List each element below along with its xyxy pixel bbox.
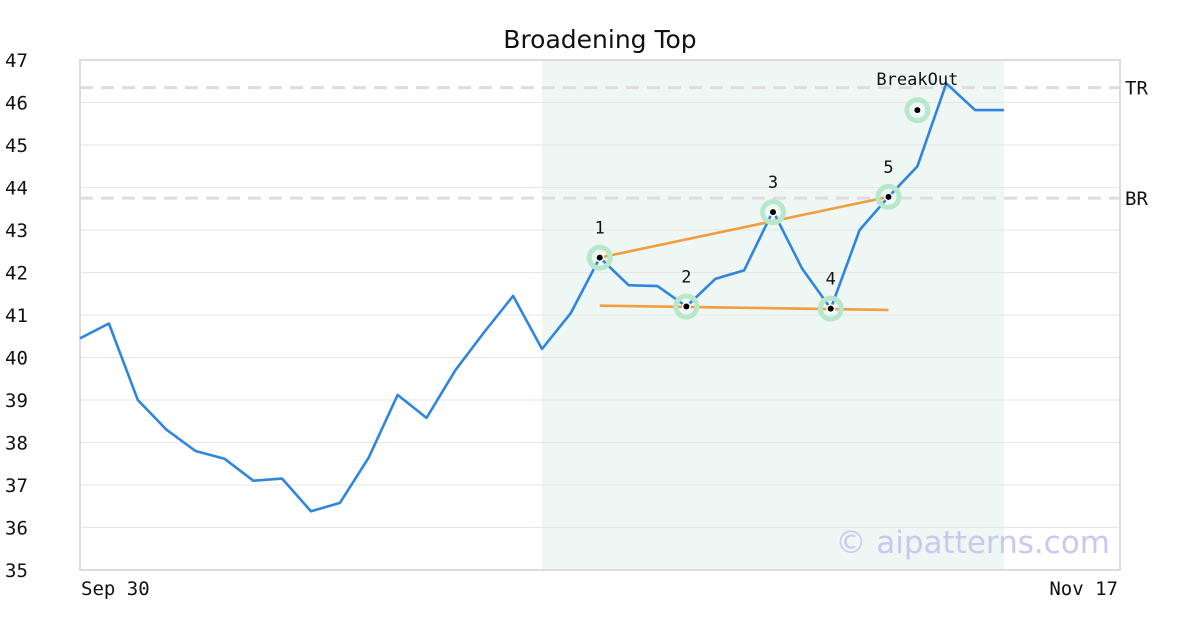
breakout-marker-halo	[904, 97, 931, 124]
plot-frame	[79, 59, 1121, 571]
y-tick-label: 35	[5, 560, 28, 582]
breakout-marker-dot	[914, 107, 921, 114]
y-tick-label: 37	[5, 475, 28, 497]
x-tick-label-start: Sep 30	[81, 578, 150, 600]
reference-label-tr: TR	[1125, 78, 1148, 100]
pattern-point-4-halo	[817, 295, 844, 322]
y-tick-label: 47	[5, 50, 28, 72]
y-tick-label: 41	[5, 305, 28, 327]
y-tick-label: 39	[5, 390, 28, 412]
chart-title: Broadening Top	[503, 25, 696, 54]
y-tick-label: 46	[5, 93, 28, 115]
reference-label-br: BR	[1125, 188, 1148, 210]
pattern-point-label-4: 4	[826, 270, 836, 290]
pattern-point-label-1: 1	[595, 219, 605, 239]
upper-trend-line	[599, 195, 889, 259]
y-tick-label: 43	[5, 220, 28, 242]
pattern-point-1-halo	[586, 244, 613, 271]
pattern-point-2-dot	[683, 303, 690, 310]
x-tick-label-end: Nov 17	[1049, 578, 1118, 600]
breakout-label: BreakOut	[876, 70, 958, 90]
y-tick-label: 36	[5, 518, 28, 540]
y-tick-label: 38	[5, 433, 28, 455]
pattern-point-5-halo	[875, 183, 902, 210]
pattern-point-1-dot	[596, 254, 603, 261]
pattern-point-2-halo	[673, 293, 700, 320]
y-tick-label: 45	[5, 135, 28, 157]
pattern-point-label-2: 2	[681, 268, 691, 288]
pattern-point-5-dot	[885, 193, 892, 200]
pattern-point-label-3: 3	[768, 173, 778, 193]
watermark: © aipatterns.com	[835, 525, 1110, 561]
pattern-point-label-5: 5	[883, 158, 893, 178]
pattern-point-3-dot	[770, 209, 776, 216]
pattern-point-3-halo	[760, 199, 786, 226]
y-tick-label: 44	[5, 178, 28, 200]
y-tick-label: 42	[5, 263, 28, 285]
y-tick-label: 40	[5, 348, 28, 370]
price-line	[79, 82, 1004, 513]
pattern-point-4-dot	[827, 305, 834, 312]
